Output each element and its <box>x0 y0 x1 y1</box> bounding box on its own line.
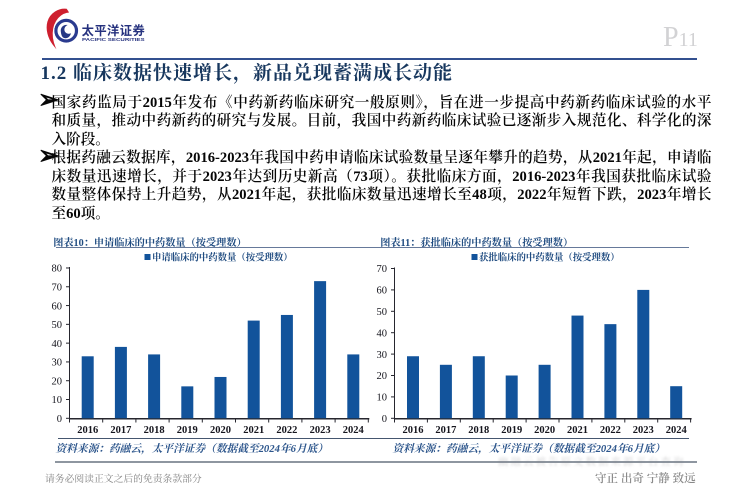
svg-text:获批临床的中药数量（按受理数）: 获批临床的中药数量（按受理数） <box>479 251 620 263</box>
svg-text:30: 30 <box>52 358 63 369</box>
svg-text:80: 80 <box>52 264 63 275</box>
svg-text:2022: 2022 <box>600 425 621 436</box>
svg-text:2019: 2019 <box>501 425 522 436</box>
svg-text:70: 70 <box>377 264 388 275</box>
svg-text:10: 10 <box>52 395 63 406</box>
svg-text:50: 50 <box>52 320 63 331</box>
svg-text:申请临床的中药数量（按受理数）: 申请临床的中药数量（按受理数） <box>152 251 293 263</box>
svg-text:2024: 2024 <box>666 425 688 436</box>
svg-text:0: 0 <box>382 414 387 425</box>
svg-text:2021: 2021 <box>243 425 264 436</box>
svg-text:50: 50 <box>377 307 388 318</box>
svg-text:2016: 2016 <box>403 425 424 436</box>
svg-text:40: 40 <box>52 339 63 350</box>
svg-text:2020: 2020 <box>210 425 231 436</box>
svg-text:30: 30 <box>377 350 388 361</box>
svg-text:图表10：申请临床的中药数量（按受理数）: 图表10：申请临床的中药数量（按受理数） <box>53 236 247 249</box>
svg-text:40: 40 <box>377 328 388 339</box>
svg-text:2019: 2019 <box>177 425 198 436</box>
svg-text:20: 20 <box>52 376 63 387</box>
svg-text:2017: 2017 <box>435 425 456 436</box>
svg-text:2022: 2022 <box>276 425 297 436</box>
svg-text:2018: 2018 <box>144 425 165 436</box>
svg-text:太平洋证券: 太平洋证券 <box>82 23 146 38</box>
svg-text:图表11：获批临床的中药数量（按受理数）: 图表11：获批临床的中药数量（按受理数） <box>380 236 573 249</box>
svg-text:10: 10 <box>377 393 388 404</box>
svg-text:0: 0 <box>57 414 62 425</box>
svg-text:2021: 2021 <box>567 425 588 436</box>
svg-text:60: 60 <box>52 301 63 312</box>
svg-text:2016: 2016 <box>77 425 98 436</box>
svg-text:20: 20 <box>377 371 388 382</box>
svg-text:70: 70 <box>52 282 63 293</box>
svg-text:2023: 2023 <box>310 425 331 436</box>
svg-text:2018: 2018 <box>468 425 489 436</box>
svg-text:60: 60 <box>377 286 388 297</box>
svg-text:PACIFIC SECURITIES: PACIFIC SECURITIES <box>82 37 145 43</box>
svg-text:2023: 2023 <box>633 425 654 436</box>
svg-text:2020: 2020 <box>534 425 555 436</box>
svg-text:2017: 2017 <box>110 425 131 436</box>
svg-text:2024: 2024 <box>343 425 365 436</box>
